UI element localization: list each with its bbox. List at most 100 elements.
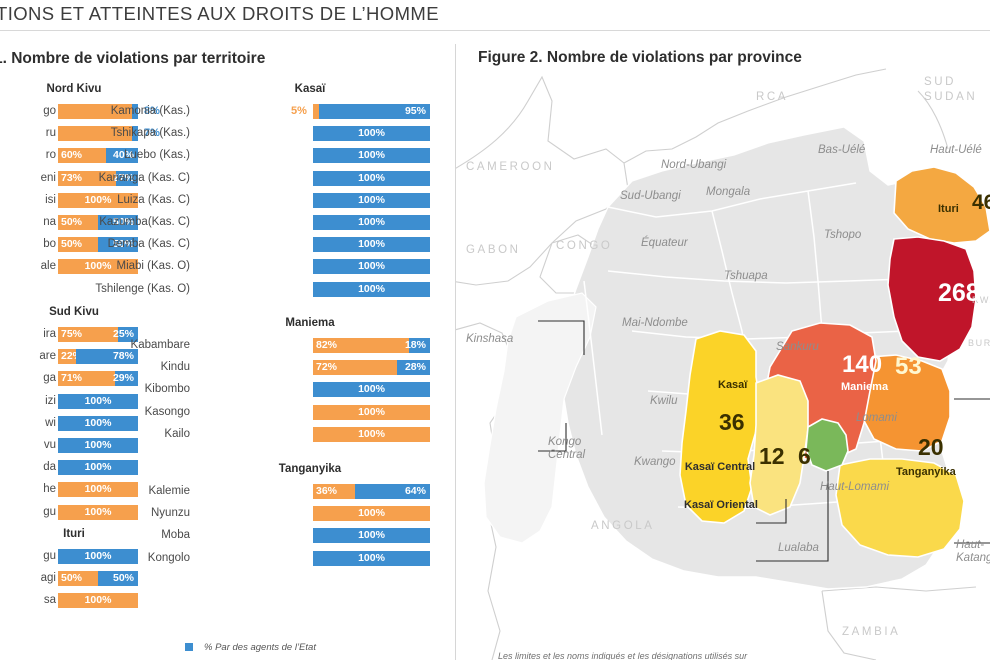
province-label-kwango: Kwango	[634, 456, 676, 468]
country-label-rca: RCA	[756, 91, 789, 103]
row-label: bo	[43, 238, 56, 251]
province-label-equateur: Équateur	[641, 237, 688, 249]
bar-segment-value: 78%	[112, 350, 134, 363]
bar-segment-armed-groups: 82%	[313, 338, 409, 353]
bar-segment-state-agents: 64%	[355, 484, 430, 499]
callout-kasai-oriental-label: Kasaï Oriental	[684, 499, 758, 511]
bar-segment-state-agents: 50%	[98, 215, 138, 230]
row-label: agi	[40, 572, 56, 585]
province-label-kinshasa: Kinshasa	[466, 333, 514, 345]
group-heading-ituri: Ituri	[63, 528, 85, 540]
chart-row: na 50% 50%	[0, 213, 455, 232]
country-label-congo: CONGO	[556, 240, 613, 252]
province-value-tanganyika: 20	[918, 434, 944, 460]
bar-segment-value: 82%	[316, 339, 338, 351]
bar-segment-value: 29%	[112, 372, 134, 385]
province-name-tanganyika: Tanganyika	[896, 466, 956, 478]
province-label-mongala: Mongala	[706, 186, 751, 198]
bar-segment-state-agents: 100%	[313, 259, 430, 275]
bar-segment-value: 100%	[84, 483, 112, 496]
bar-segment-value: 50%	[61, 216, 83, 228]
stacked-bar: 100%	[58, 415, 138, 431]
bar-segment-state-agents: 100%	[58, 460, 138, 476]
row-label: na	[43, 216, 56, 228]
row-label: go	[43, 105, 56, 117]
chart-row: isi 100%	[0, 191, 455, 210]
bar-outside-value-armed-groups: 5%	[291, 105, 307, 117]
figure2-panel: Figure 2. Nombre de violations par provi…	[456, 31, 990, 660]
stacked-bar: 100%	[58, 460, 138, 476]
bar-segment-state-agents: 100%	[58, 549, 138, 564]
stacked-bar: 100%	[313, 192, 430, 208]
bar-segment-armed-groups: 100%	[58, 504, 138, 520]
stacked-bar: 50% 50%	[58, 237, 138, 253]
bar-segment-value: 100%	[358, 427, 385, 440]
stacked-bar: 100%	[58, 192, 138, 208]
bar-segment-value: 100%	[84, 260, 112, 273]
province-label-bas-uele: Bas-Uélé	[818, 144, 866, 156]
bar-segment-state-agents: 100%	[58, 438, 138, 453]
row-label: are	[39, 350, 56, 363]
bar-segment-value: 100%	[358, 260, 385, 273]
bar-segment-armed-groups	[313, 104, 319, 119]
stacked-bar: 100%	[58, 438, 138, 453]
header-divider	[0, 30, 990, 31]
chart-row: Tshilenge (Kas. O) 100%	[0, 280, 455, 299]
stacked-bar: 50% 50%	[58, 571, 138, 587]
stacked-bar: 100%	[313, 550, 430, 566]
stacked-bar: 100%	[313, 170, 430, 186]
bar-segment-armed-groups: 60%	[58, 148, 106, 164]
row-label: eni	[40, 171, 56, 184]
chart-row: Kindu 72% 28%	[0, 358, 455, 377]
bar-segment-value: 100%	[358, 238, 385, 251]
page-header: TIONS ET ATTEINTES AUX DROITS DE L’HOMME	[0, 0, 990, 31]
legend-swatch-blue-icon	[184, 642, 194, 652]
bar-segment-value: 100%	[84, 550, 112, 562]
bar-segment-value: 40%	[112, 149, 134, 162]
province-label-lualaba: Lualaba	[778, 542, 819, 554]
bar-segment-value: 100%	[84, 394, 112, 407]
bar-segment-value: 73%	[61, 171, 83, 184]
stacked-bar: 100%	[313, 528, 430, 544]
stacked-bar: 100%	[313, 259, 430, 275]
province-label-sankuru: Sankuru	[776, 341, 819, 353]
bar-segment-value: 28%	[404, 361, 426, 374]
country-label-rwanda: RWANDA	[972, 295, 990, 305]
row-label: isi	[45, 193, 56, 206]
bar-segment-armed-groups: 75%	[58, 327, 118, 342]
page-title: TIONS ET ATTEINTES AUX DROITS DE L’HOMME	[0, 3, 439, 24]
bar-segment-value: 95%	[404, 105, 426, 117]
province-label-haut-uele: Haut-Uélé	[930, 144, 982, 156]
row-label: Tshikapa (Kas.)	[110, 127, 190, 140]
bar-segment-value: 18%	[404, 339, 426, 351]
callout-kasai-central-label: Kasaï Central	[684, 461, 756, 473]
row-label: Moba	[161, 529, 190, 542]
row-label: Kailo	[164, 427, 190, 440]
bar-segment-armed-groups: 50%	[58, 571, 98, 587]
row-label: Kabambare	[130, 339, 190, 351]
bar-segment-armed-groups: 73%	[58, 170, 117, 186]
stacked-bar: 95%	[313, 104, 430, 119]
bar-segment-state-agents	[131, 104, 138, 119]
chart-row: Kibombo 100%	[0, 380, 455, 399]
bar-segment-armed-groups: 100%	[58, 593, 138, 609]
bar-segment-value: 100%	[358, 529, 385, 542]
bar-segment-state-agents: 28%	[397, 360, 430, 376]
bar-segment-state-agents: 50%	[98, 237, 138, 253]
province-value-kasai-oriental: 6	[798, 443, 811, 469]
chart-row: ira 75% 25%	[0, 325, 455, 344]
province-label-mai-ndombe: Mai-Ndombe	[622, 317, 688, 329]
stacked-bar: 60% 40%	[58, 148, 138, 164]
group-heading-tanganyika: Tanganyika	[278, 463, 342, 475]
bar-segment-value: 100%	[84, 594, 112, 607]
chart-row: izi 100%	[0, 392, 455, 411]
stacked-bar: 100%	[313, 237, 430, 253]
chart-row: da 100%	[0, 458, 455, 477]
chart-row: ru 7%	[0, 124, 455, 143]
chart-row: Kamonia (Kas.) 5% 95%	[0, 102, 455, 121]
province-shape-ituri	[893, 166, 990, 244]
stacked-bar: 50% 50%	[58, 215, 138, 230]
row-label: izi	[45, 394, 56, 407]
chart-row: he 100%	[0, 480, 455, 499]
bar-segment-value: 100%	[84, 193, 112, 206]
